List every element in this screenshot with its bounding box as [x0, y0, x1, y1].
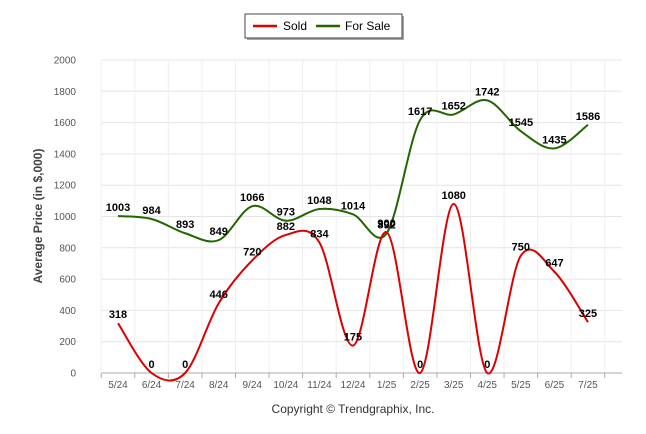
y-tick-label: 0	[70, 369, 76, 380]
data-label-sold: 900	[377, 218, 395, 230]
x-tick-label: 6/25	[545, 380, 565, 391]
data-label-for-sale: 1652	[441, 100, 465, 112]
legend-label-sold: Sold	[283, 19, 307, 33]
data-label-for-sale: 892	[377, 219, 395, 231]
data-label-sold: 0	[484, 359, 490, 371]
data-label-for-sale: 893	[176, 219, 194, 231]
y-axis-label: Average Price (in $,000)	[31, 149, 45, 284]
x-tick-label: 4/25	[478, 380, 498, 391]
data-label-for-sale: 1742	[475, 86, 499, 98]
y-tick-label: 800	[59, 243, 76, 254]
data-labels: 318 0 0 446 720 882 834 175 900 0 1080 0 750 647 325 10…	[106, 86, 600, 371]
data-label-for-sale: 984	[142, 205, 161, 217]
data-label-sold: 647	[545, 258, 563, 270]
y-tick-label: 200	[59, 337, 76, 348]
series-line-for-sale	[117, 99, 589, 243]
y-tick-label: 600	[59, 275, 76, 286]
x-tick-label: 6/24	[142, 380, 162, 391]
data-label-sold: 318	[109, 309, 127, 321]
data-label-sold: 0	[149, 359, 155, 371]
data-label-sold: 325	[579, 308, 597, 320]
y-tick-label: 400	[59, 306, 76, 317]
x-tick-label: 1/25	[377, 380, 397, 391]
data-label-for-sale: 1048	[307, 195, 331, 207]
legend-label-for-sale: For Sale	[345, 19, 391, 33]
data-label-for-sale: 1545	[509, 117, 533, 129]
series-lines	[117, 99, 589, 382]
x-tick-label: 2/25	[410, 380, 430, 391]
data-label-for-sale: 1617	[408, 106, 432, 118]
legend: Sold For Sale	[244, 13, 404, 40]
y-tick-label: 1000	[54, 212, 77, 223]
data-label-sold: 834	[310, 228, 329, 240]
data-label-for-sale: 1586	[576, 111, 600, 123]
x-tick-label: 10/24	[273, 380, 298, 391]
series-line-sold	[117, 202, 589, 382]
data-label-for-sale: 1066	[240, 192, 264, 204]
y-tick-label: 1200	[54, 181, 77, 192]
x-axis-ticks: 5/24 6/24 7/24 8/24 9/24 10/24 11/24 12/24 1/25 2…	[108, 380, 598, 391]
x-tick-label: 12/24	[340, 380, 365, 391]
data-label-for-sale: 849	[210, 226, 228, 238]
axes	[100, 372, 622, 378]
data-label-sold: 882	[277, 221, 295, 233]
x-tick-label: 8/24	[209, 380, 229, 391]
data-label-for-sale: 1014	[341, 200, 366, 212]
data-label-sold: 446	[210, 289, 228, 301]
x-tick-label: 7/24	[175, 380, 195, 391]
data-label-sold: 0	[417, 359, 423, 371]
data-label-sold: 175	[344, 332, 362, 344]
y-axis-ticks: 0 200 400 600 800 1000 1200 1400 1600 1800 2000	[54, 56, 77, 380]
x-tick-label: 7/25	[578, 380, 598, 391]
data-label-for-sale: 1435	[542, 134, 566, 146]
y-tick-label: 2000	[54, 56, 77, 67]
x-tick-label: 9/24	[243, 380, 263, 391]
data-label-sold: 1080	[441, 190, 465, 202]
x-tick-label: 5/24	[108, 380, 128, 391]
y-tick-label: 1600	[54, 118, 77, 129]
x-tick-label: 5/25	[511, 380, 531, 391]
y-tick-label: 1400	[54, 149, 77, 160]
copyright-text: Copyright © Trendgraphix, Inc.	[272, 402, 435, 416]
data-label-sold: 720	[243, 246, 261, 258]
x-tick-label: 3/25	[444, 380, 464, 391]
data-label-sold: 750	[512, 242, 530, 254]
x-tick-label: 11/24	[307, 380, 332, 391]
data-label-for-sale: 1003	[106, 202, 130, 214]
y-tick-label: 1800	[54, 87, 77, 98]
data-label-sold: 0	[182, 359, 188, 371]
data-label-for-sale: 973	[277, 207, 295, 219]
